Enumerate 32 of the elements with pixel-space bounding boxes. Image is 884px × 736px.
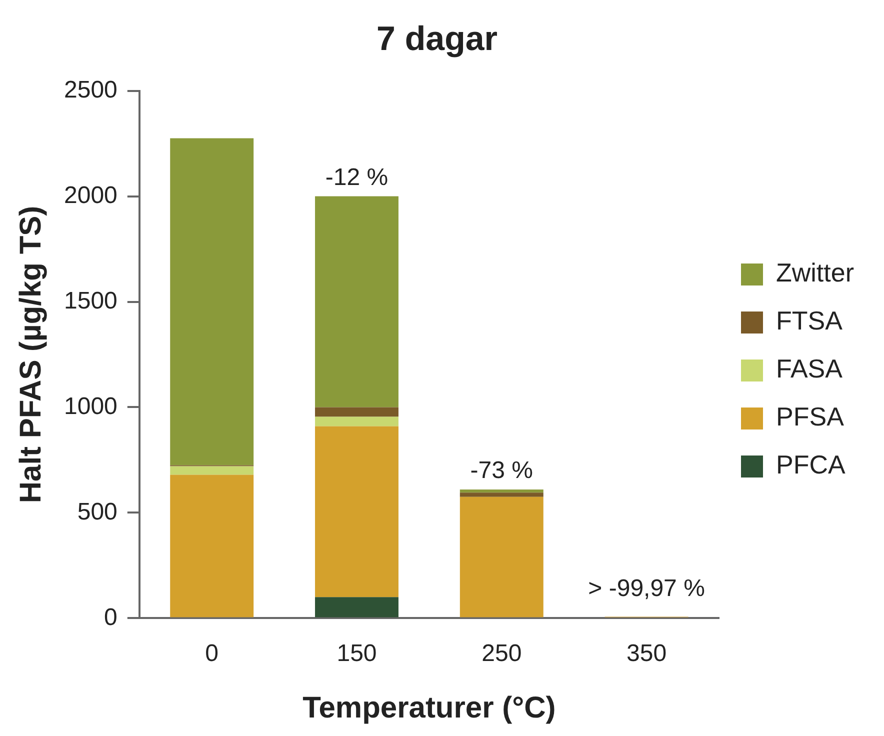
bar [170, 474, 254, 618]
bar [315, 416, 398, 426]
y-tick-label: 2000 [64, 182, 118, 209]
bar [170, 466, 254, 475]
bar [315, 407, 398, 417]
bar [315, 196, 398, 408]
x-tick-label: 250 [482, 640, 522, 668]
legend-label: PFCA [776, 450, 846, 480]
legend-label: FASA [776, 354, 844, 384]
legend-label: Zwitter [776, 258, 854, 288]
y-tick-label: 1500 [64, 287, 118, 314]
annotation: -12 % [325, 164, 388, 191]
x-tick-label: 0 [205, 640, 219, 668]
bar [460, 492, 544, 497]
annotation: -73 % [470, 457, 533, 484]
bar [315, 426, 398, 598]
y-tick-label: 2500 [64, 76, 118, 104]
x-axis-title: Temperaturer (°C) [302, 691, 556, 724]
y-tick-label: 0 [104, 604, 118, 631]
x-tick-label: 150 [336, 640, 377, 668]
x-tick-label: 350 [626, 640, 667, 668]
bar [460, 496, 544, 618]
y-tick-label: 500 [77, 498, 118, 526]
legend-label: PFSA [776, 402, 845, 432]
annotation: > -99,97 % [588, 574, 705, 602]
chart-title: 7 dagar [376, 20, 498, 58]
legend-label: FTSA [776, 306, 844, 336]
bar [170, 138, 254, 466]
y-axis-title: Halt PFAS (µg/kg TS) [14, 206, 48, 504]
bar [460, 490, 544, 493]
y-tick-label: 1000 [64, 392, 118, 420]
bar [315, 597, 398, 618]
